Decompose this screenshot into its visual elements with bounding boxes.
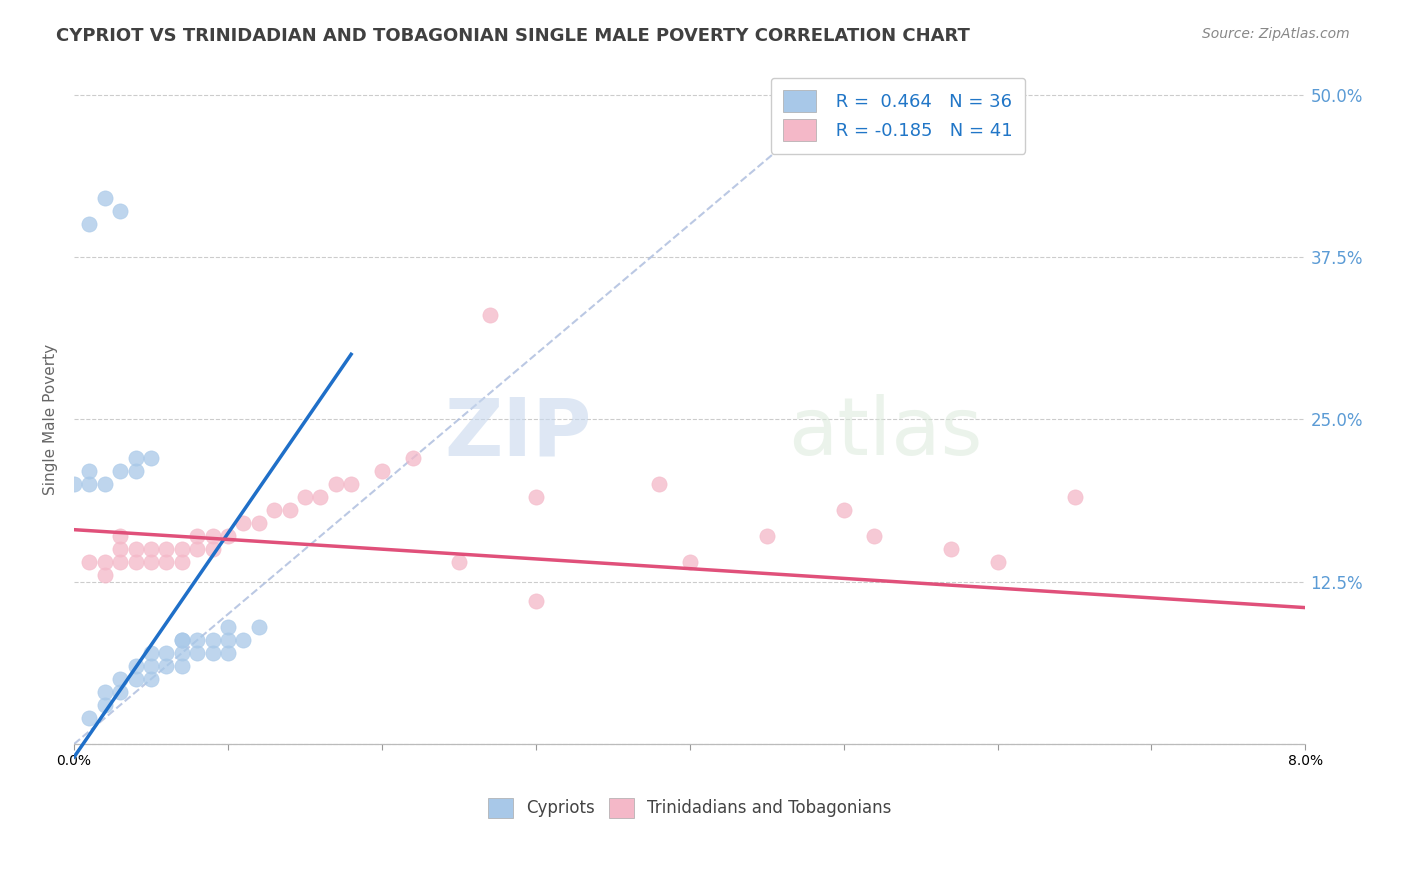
Point — [247, 620, 270, 634]
Point — [278, 503, 301, 517]
Point — [832, 503, 855, 517]
Point — [478, 309, 501, 323]
Point — [524, 594, 547, 608]
Point — [648, 477, 671, 491]
Point — [679, 555, 702, 569]
Point — [325, 477, 347, 491]
Point — [124, 672, 146, 686]
Point — [863, 529, 886, 543]
Point — [217, 620, 239, 634]
Point — [94, 477, 117, 491]
Point — [110, 672, 132, 686]
Point — [170, 646, 193, 660]
Point — [124, 659, 146, 673]
Point — [170, 542, 193, 557]
Point — [232, 633, 254, 648]
Point — [124, 464, 146, 478]
Point — [755, 529, 778, 543]
Point — [170, 633, 193, 648]
Point — [139, 451, 162, 466]
Point — [186, 633, 208, 648]
Point — [371, 464, 394, 478]
Text: atlas: atlas — [789, 394, 983, 472]
Point — [217, 633, 239, 648]
Text: Source: ZipAtlas.com: Source: ZipAtlas.com — [1202, 27, 1350, 41]
Legend: Cypriots, Trinidadians and Tobagonians: Cypriots, Trinidadians and Tobagonians — [481, 791, 898, 825]
Point — [79, 464, 101, 478]
Point — [110, 685, 132, 699]
Text: CYPRIOT VS TRINIDADIAN AND TOBAGONIAN SINGLE MALE POVERTY CORRELATION CHART: CYPRIOT VS TRINIDADIAN AND TOBAGONIAN SI… — [56, 27, 970, 45]
Point — [139, 672, 162, 686]
Y-axis label: Single Male Poverty: Single Male Poverty — [44, 343, 58, 495]
Point — [79, 711, 101, 725]
Point — [1063, 490, 1085, 504]
Point — [124, 555, 146, 569]
Point — [247, 516, 270, 531]
Point — [232, 516, 254, 531]
Point — [201, 633, 224, 648]
Point — [447, 555, 470, 569]
Point — [94, 191, 117, 205]
Point — [186, 529, 208, 543]
Point — [110, 555, 132, 569]
Point — [94, 568, 117, 582]
Point — [79, 218, 101, 232]
Point — [110, 204, 132, 219]
Point — [524, 490, 547, 504]
Point — [170, 633, 193, 648]
Point — [139, 542, 162, 557]
Point — [170, 659, 193, 673]
Point — [155, 555, 177, 569]
Point — [110, 542, 132, 557]
Point — [124, 542, 146, 557]
Point — [170, 555, 193, 569]
Point — [294, 490, 316, 504]
Point — [201, 646, 224, 660]
Point — [309, 490, 332, 504]
Point — [110, 464, 132, 478]
Point — [987, 555, 1010, 569]
Point — [139, 646, 162, 660]
Point — [217, 529, 239, 543]
Point — [340, 477, 363, 491]
Point — [155, 659, 177, 673]
Point — [79, 555, 101, 569]
Point — [110, 529, 132, 543]
Point — [94, 685, 117, 699]
Point — [155, 646, 177, 660]
Point — [217, 646, 239, 660]
Point — [402, 451, 425, 466]
Point — [124, 451, 146, 466]
Point — [186, 542, 208, 557]
Point — [263, 503, 285, 517]
Point — [941, 542, 963, 557]
Point — [139, 555, 162, 569]
Point — [201, 529, 224, 543]
Point — [94, 555, 117, 569]
Text: ZIP: ZIP — [444, 394, 592, 472]
Point — [63, 477, 86, 491]
Point — [79, 477, 101, 491]
Point — [94, 698, 117, 712]
Point — [186, 646, 208, 660]
Point — [139, 659, 162, 673]
Point — [155, 542, 177, 557]
Point — [201, 542, 224, 557]
